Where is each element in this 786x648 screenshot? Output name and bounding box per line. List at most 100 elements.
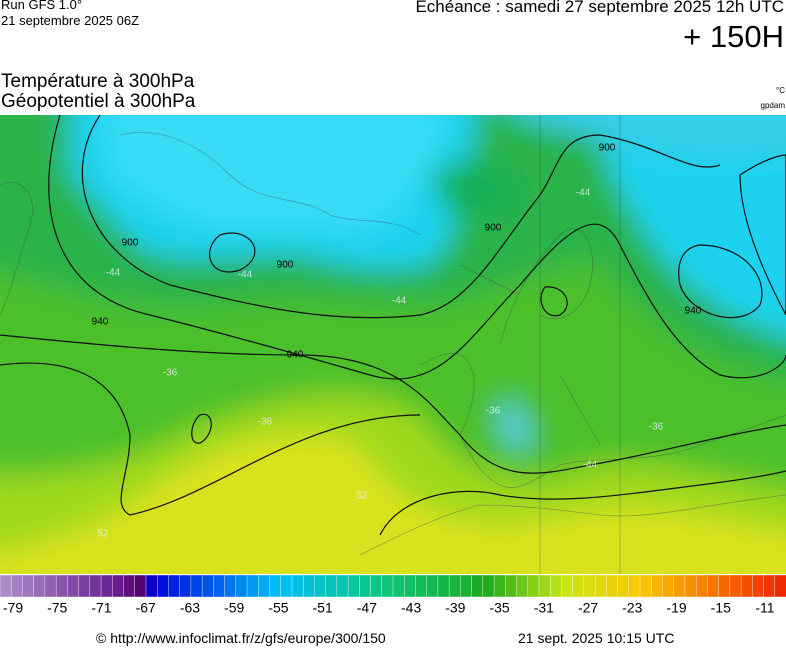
lead-time: + 150H [683, 19, 784, 54]
colorbar-label: -15 [711, 600, 731, 616]
colorbar-label: -11 [755, 600, 774, 616]
contour-label: 940 [287, 350, 304, 361]
colorbar-label: -31 [534, 600, 554, 616]
colorbar-swatch [280, 574, 293, 598]
colorbar-swatch [471, 574, 484, 598]
colorbar: -79 -75 -71 -67 -63 -59 -55 -51 -47 -43 -39 -35 -31 -… [0, 574, 786, 616]
colorbar-swatch [258, 574, 270, 598]
contour-label: 52 [97, 529, 109, 540]
title-geopotential: Géopotentiel à 300hPa [1, 91, 196, 112]
colorbar-label: -51 [313, 600, 333, 616]
colorbar-swatch [112, 574, 125, 598]
colorbar-swatch [347, 574, 360, 598]
colorbar-swatch [639, 574, 652, 598]
colorbar-label: -27 [578, 600, 598, 616]
colorbar-swatch [538, 574, 551, 598]
colorbar-swatch [572, 574, 585, 598]
colorbar-swatch [67, 574, 80, 598]
geopotential-contours [0, 115, 786, 536]
colorbar-swatch [100, 574, 113, 598]
colorbar-swatch [0, 574, 12, 598]
colorbar-swatch [583, 574, 596, 598]
colorbar-swatch [78, 574, 91, 598]
contour-label: -44 [583, 460, 598, 471]
contour-label: -36 [258, 417, 273, 428]
colorbar-label: -71 [91, 600, 111, 616]
contour-label: 940 [92, 317, 109, 328]
colorbar-swatch [11, 574, 23, 598]
coastlines [0, 115, 786, 574]
unit-geopotential: gpdam [760, 101, 785, 110]
contour-label: -44 [576, 188, 591, 199]
colorbar-swatch [359, 574, 372, 598]
colorbar-swatch [33, 574, 46, 598]
source-link[interactable]: © http://www.infoclimat.fr/z/gfs/europe/… [96, 630, 386, 646]
colorbar-label: -39 [445, 600, 465, 616]
colorbar-label: -63 [180, 600, 200, 616]
colorbar-label: -55 [268, 600, 288, 616]
colorbar-swatch [55, 574, 68, 598]
colorbar-swatch [707, 574, 720, 598]
colorbar-swatch [370, 574, 383, 598]
unit-temperature: °C [776, 86, 785, 95]
contour-label: 900 [277, 260, 294, 271]
colorbar-swatch [437, 574, 450, 598]
colorbar-swatch [651, 574, 663, 598]
contour-label: -44 [106, 268, 121, 279]
colorbar-swatch [460, 574, 473, 598]
contour-label: 900 [599, 143, 616, 154]
colorbar-swatch [336, 574, 349, 598]
run-label: Run GFS 1.0° [1, 0, 83, 12]
colorbar-swatch [123, 574, 136, 598]
colorbar-swatch [774, 574, 786, 598]
colorbar-swatch [482, 574, 495, 598]
colorbar-swatch [695, 574, 708, 598]
colorbar-label: -75 [47, 600, 67, 616]
colorbar-swatch [628, 574, 641, 598]
colorbar-swatch [302, 574, 315, 598]
colorbar-swatch [190, 574, 203, 598]
colorbar-swatch [325, 574, 338, 598]
colorbar-swatch [179, 574, 192, 598]
temperature-field [0, 115, 786, 574]
issued-time: 21 sept. 2025 10:15 UTC [518, 630, 675, 646]
colorbar-swatch [415, 574, 428, 598]
colorbar-swatch [448, 574, 461, 598]
contour-label: -36 [486, 406, 501, 417]
contour-label: -44 [238, 270, 253, 281]
colorbar-swatch [673, 574, 686, 598]
contour-label: 940 [685, 306, 702, 317]
colorbar-swatch [404, 574, 416, 598]
colorbar-swatch [617, 574, 630, 598]
colorbar-swatch [493, 574, 506, 598]
colorbar-swatch [740, 574, 753, 598]
contour-label: 900 [485, 223, 502, 234]
colorbar-swatch [201, 574, 214, 598]
colorbar-swatch [314, 574, 327, 598]
colorbar-swatch [145, 574, 158, 598]
colorbar-swatch [606, 574, 619, 598]
colorbar-swatch [527, 574, 540, 598]
colorbar-label: -79 [3, 600, 23, 616]
colorbar-label: -67 [136, 600, 156, 616]
colorbar-label: -47 [357, 600, 377, 616]
colorbar-swatch [22, 574, 35, 598]
colorbar-swatch [752, 574, 765, 598]
contour-label: 52 [356, 491, 368, 502]
contour-label: -44 [392, 296, 407, 307]
colorbar-swatch [729, 574, 742, 598]
colorbar-label: -23 [622, 600, 642, 616]
colorbar-swatch [44, 574, 57, 598]
colorbar-swatch [381, 574, 394, 598]
contour-label: -36 [163, 368, 178, 379]
colorbar-swatch [134, 574, 147, 598]
colorbar-swatch [718, 574, 731, 598]
colorbar-swatch [168, 574, 181, 598]
colorbar-swatch [156, 574, 169, 598]
colorbar-swatch [392, 574, 405, 598]
valid-time: Echéance : samedi 27 septembre 2025 12h … [415, 0, 784, 16]
colorbar-swatch [594, 574, 607, 598]
colorbar-swatch [291, 574, 304, 598]
colorbar-labels: -79 -75 -71 -67 -63 -59 -55 -51 -47 -43 -39 -35 -31 -… [3, 600, 775, 616]
colorbar-label: -43 [401, 600, 421, 616]
